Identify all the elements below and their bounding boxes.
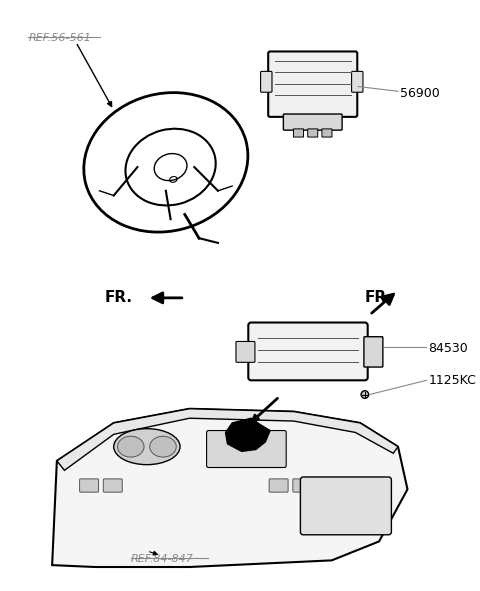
Text: FR.: FR.	[365, 290, 393, 306]
Ellipse shape	[150, 436, 176, 457]
FancyBboxPatch shape	[261, 72, 272, 92]
FancyBboxPatch shape	[206, 431, 286, 467]
FancyBboxPatch shape	[103, 479, 122, 492]
FancyBboxPatch shape	[300, 477, 391, 535]
FancyBboxPatch shape	[364, 337, 383, 367]
Text: 1125KC: 1125KC	[428, 374, 476, 387]
FancyBboxPatch shape	[293, 479, 312, 492]
Ellipse shape	[114, 428, 180, 465]
FancyBboxPatch shape	[283, 114, 342, 130]
FancyBboxPatch shape	[322, 129, 332, 137]
Text: FR.: FR.	[104, 290, 132, 306]
FancyBboxPatch shape	[308, 129, 318, 137]
FancyArrowPatch shape	[153, 293, 182, 303]
FancyArrowPatch shape	[372, 294, 394, 313]
Text: REF.56-561: REF.56-561	[28, 33, 91, 43]
FancyBboxPatch shape	[268, 51, 357, 117]
FancyBboxPatch shape	[248, 323, 368, 381]
Polygon shape	[57, 409, 398, 470]
Polygon shape	[226, 418, 270, 452]
Ellipse shape	[361, 391, 369, 398]
Text: 84530: 84530	[428, 342, 468, 355]
Ellipse shape	[118, 436, 144, 457]
FancyBboxPatch shape	[269, 479, 288, 492]
Polygon shape	[52, 409, 408, 567]
FancyBboxPatch shape	[80, 479, 98, 492]
FancyBboxPatch shape	[293, 129, 303, 137]
Text: REF.84-847: REF.84-847	[131, 554, 193, 564]
Text: 56900: 56900	[400, 87, 440, 100]
FancyBboxPatch shape	[236, 342, 255, 362]
FancyBboxPatch shape	[351, 72, 363, 92]
